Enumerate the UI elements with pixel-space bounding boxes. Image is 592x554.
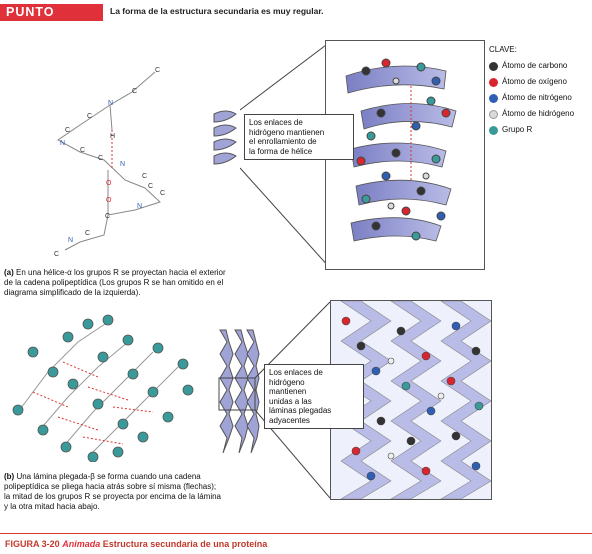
callout-line: unidas a las — [269, 396, 312, 406]
figure-number: FIGURA 3-20 — [5, 539, 60, 549]
key-item: Átomo de nitrógeno — [489, 90, 574, 106]
atom-label: C — [85, 230, 90, 237]
caption-a: (a) En una hélice-α los grupos R se proy… — [4, 268, 304, 298]
helix-chain-diagram: C C N C C N H C C N C O C C N C N C O C — [54, 67, 165, 258]
caption-line: de la cadena polipeptídica (Los grupos R… — [4, 278, 224, 287]
caption-line: Una lámina plegada-β se forma cuando una… — [16, 472, 201, 481]
figure-anim-tag: Animada — [62, 539, 101, 549]
key-label: Átomo de oxígeno — [502, 77, 567, 86]
key-label: Átomo de hidrógeno — [502, 109, 575, 118]
callout-line: Los enlaces de — [249, 118, 303, 127]
atom-label: C — [148, 183, 153, 190]
atom-label: C — [98, 155, 103, 162]
key-label: Átomo de nitrógeno — [502, 93, 572, 102]
atom-label: O — [106, 197, 112, 204]
atom-label: O — [106, 180, 112, 187]
atom-label: C — [155, 67, 160, 74]
zoom-lines — [240, 41, 330, 269]
caption-line: polipeptídica se pliega hacia atrás sobr… — [4, 482, 217, 491]
punto-clave-badge: PUNTO CLAVE — [0, 4, 103, 36]
footer-rule — [0, 533, 592, 534]
key-label: Átomo de carbono — [502, 61, 568, 70]
helix-callout: Los enlaces de hidrógeno mantienen el en… — [244, 114, 354, 160]
sheet-callout: Los enlaces de hidrógeno mantienen unida… — [264, 364, 364, 429]
caption-line: la mitad de los grupos R se proyecta por… — [4, 492, 221, 501]
figure-title: Estructura secundaria de una proteína — [102, 539, 268, 549]
caption-prefix: (a) — [4, 268, 14, 277]
key-title: CLAVE: — [489, 45, 517, 54]
hydrogen-dot-icon — [489, 109, 498, 119]
helix-ribbon-icon — [213, 110, 237, 165]
r-group-dot-icon — [489, 125, 498, 135]
pleated-sheet-ribbon-icon — [218, 329, 260, 454]
caption-line: diagrama simplificado de la izquierda). — [4, 288, 141, 297]
carbon-dot-icon — [489, 61, 498, 71]
atom-label: N — [120, 161, 125, 168]
key-item: Átomo de carbono — [489, 58, 574, 74]
callout-line: la forma de hélice — [249, 146, 313, 156]
callout-line: Los enlaces de — [269, 368, 323, 377]
legend-key: CLAVE: Átomo de carbono Átomo de oxígeno… — [489, 42, 574, 138]
atom-label: N — [68, 237, 73, 244]
oxygen-dot-icon — [489, 77, 498, 87]
caption-prefix: (b) — [4, 472, 15, 481]
atom-label: C — [142, 173, 147, 180]
key-item: Átomo de hidrógeno — [489, 106, 574, 122]
callout-line: mantienen — [269, 387, 307, 396]
callout-line: hidrógeno mantienen — [249, 127, 325, 137]
figure-caption: FIGURA 3-20 Animada Estructura secundari… — [5, 539, 267, 549]
callout-line: adyacentes — [269, 415, 310, 425]
caption-b: (b) Una lámina plegada-β se forma cuando… — [4, 472, 304, 512]
atom-label: C — [54, 251, 59, 258]
atom-label: C — [105, 213, 110, 220]
atom-label: C — [132, 88, 137, 95]
nitrogen-dot-icon — [489, 93, 498, 103]
key-label: Grupo R — [502, 125, 533, 134]
atom-label: C — [80, 147, 85, 154]
key-item: Grupo R — [489, 122, 574, 138]
atom-label: N — [137, 203, 142, 210]
key-item: Átomo de oxígeno — [489, 74, 574, 90]
callout-line: láminas plegadas — [269, 406, 332, 415]
atom-label: N — [60, 140, 65, 147]
atom-label: C — [160, 190, 165, 197]
atom-label: C — [65, 127, 70, 134]
caption-line: y la otra mitad hacia abajo. — [4, 502, 100, 511]
pleated-sheet-diagram — [12, 314, 194, 462]
atom-label: C — [87, 113, 92, 120]
atom-label: H — [110, 133, 115, 140]
callout-line: el enrollamiento de — [249, 137, 317, 146]
callout-line: hidrógeno — [269, 377, 305, 387]
atom-label: N — [108, 100, 113, 107]
header-text: La forma de la estructura secundaria es … — [110, 6, 324, 16]
caption-line: En una hélice-α los grupos R se proyecta… — [16, 268, 226, 277]
